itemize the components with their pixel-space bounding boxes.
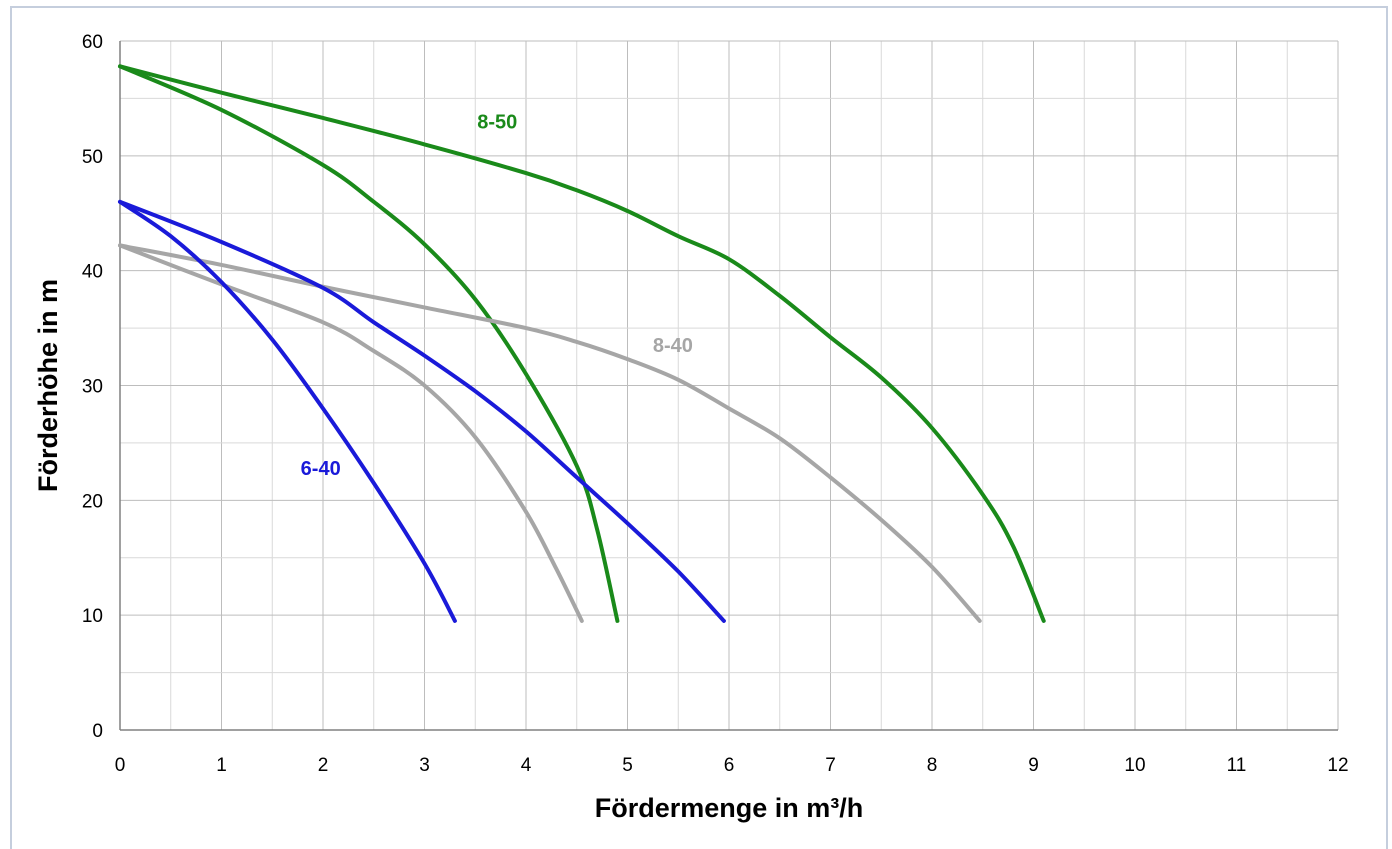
y-tick-label: 10: [82, 606, 103, 627]
y-tick-label: 30: [82, 377, 103, 398]
curve-6-40-b: [118, 199, 726, 623]
y-tick-label: 0: [92, 721, 103, 742]
x-tick-label: 11: [1227, 755, 1247, 776]
x-tick-label: 6: [724, 755, 735, 776]
curve-6-40-a: [118, 199, 457, 623]
x-tick-label: 12: [1327, 755, 1348, 776]
x-tick-label: 8: [927, 755, 938, 776]
curve-8-50-b: [118, 64, 1046, 623]
curve-8-40-a: [118, 243, 584, 623]
series-label-8-40: 8-40: [653, 335, 693, 357]
series-labels: 8-50 8-40 6-40: [301, 111, 693, 480]
y-tick-label: 60: [82, 32, 103, 53]
curve-8-50-a: [118, 64, 620, 623]
x-tick-label: 4: [521, 755, 532, 776]
x-tick-label: 0: [115, 755, 126, 776]
x-tick-label: 1: [216, 755, 227, 776]
x-tick-label: 9: [1028, 755, 1039, 776]
x-tick-label: 2: [318, 755, 329, 776]
y-tick-label: 50: [82, 147, 103, 168]
y-axis-title: Förderhöhe in m: [33, 279, 63, 492]
x-tick-label: 5: [622, 755, 633, 776]
grid: [119, 40, 1339, 731]
x-tick-label: 3: [419, 755, 430, 776]
series-label-8-50: 8-50: [477, 111, 517, 133]
series-label-6-40: 6-40: [301, 458, 341, 480]
curves: [118, 64, 1046, 623]
x-axis-title: Fördermenge in m³/h: [595, 793, 864, 823]
x-tick-label: 10: [1124, 755, 1145, 776]
x-tick-label: 7: [825, 755, 836, 776]
y-tick-label: 40: [82, 262, 103, 283]
y-tick-label: 20: [82, 491, 103, 512]
